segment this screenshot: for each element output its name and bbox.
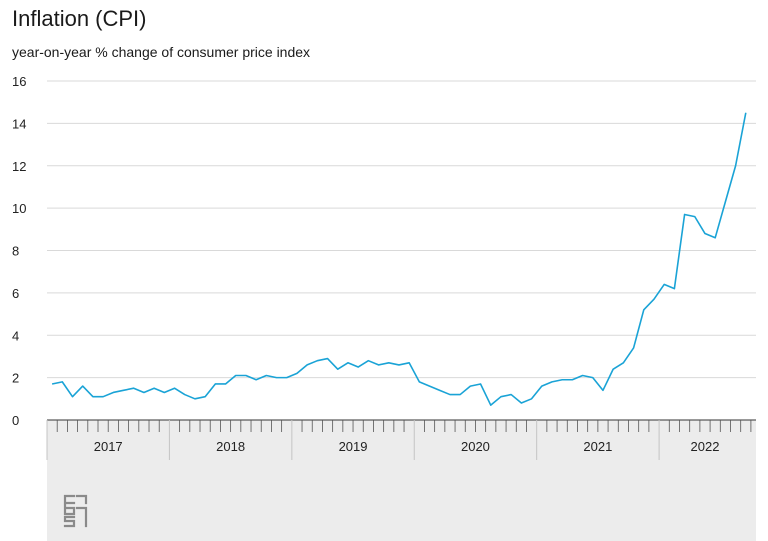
data-point [214,382,217,385]
data-point [499,395,502,398]
y-tick-label: 6 [12,286,19,301]
data-point [204,395,207,398]
data-point [346,361,349,364]
x-tick-label: 2020 [461,439,490,454]
data-point [581,374,584,377]
x-axis-band [47,420,756,541]
y-tick-label: 8 [12,244,19,259]
data-point [632,346,635,349]
data-point [183,393,186,396]
data-point [81,385,84,388]
x-tick-label: 2022 [691,439,720,454]
data-point [540,385,543,388]
data-point [601,389,604,392]
data-point [153,387,156,390]
data-point [714,236,717,239]
x-tick-label: 2021 [583,439,612,454]
data-point [357,365,360,368]
logo-stroke [75,494,88,528]
data-point [530,397,533,400]
grid-lines [47,80,756,379]
data-point [459,393,462,396]
logo-stroke [63,494,76,505]
data-point [387,361,390,364]
data-point [326,357,329,360]
x-tick-label: 2019 [339,439,368,454]
data-point [102,395,105,398]
data-point [571,378,574,381]
data-point [724,200,727,203]
data-point [663,283,666,286]
data-point [61,380,64,383]
y-tick-label: 2 [12,371,19,386]
y-axis-ticks: 0 2 4 6 8 10 12 14 16 [12,74,26,428]
x-tick-label: 2017 [94,439,123,454]
data-point [744,111,747,114]
chart-subtitle: year-on-year % change of consumer price … [12,44,311,60]
y-tick-label: 10 [12,201,26,216]
data-point [193,397,196,400]
data-point [418,380,421,383]
data-point [622,361,625,364]
data-point [693,215,696,218]
data-point [520,401,523,404]
data-point [275,376,278,379]
data-point [336,368,339,371]
data-point [255,378,258,381]
series-line [51,112,747,406]
y-tick-label: 14 [12,116,26,131]
logo-stroke [63,503,76,516]
x-axis: 2017 2018 2019 2020 2021 2022 [46,419,756,460]
data-point [734,164,737,167]
data-point [673,287,676,290]
data-point [591,376,594,379]
logo-stroke [63,515,76,528]
data-point [122,389,125,392]
data-point [132,387,135,390]
chart-title: Inflation (CPI) [12,6,147,31]
data-point [642,308,645,311]
data-point [51,382,54,385]
data-point [265,374,268,377]
data-point [469,385,472,388]
data-point [683,213,686,216]
data-point [489,404,492,407]
data-point [703,232,706,235]
data-point [448,393,451,396]
data-point [428,385,431,388]
data-point [510,393,513,396]
data-point [224,382,227,385]
data-point [142,391,145,394]
data-point [408,361,411,364]
data-point [550,380,553,383]
data-point [71,395,74,398]
data-point [377,363,380,366]
data-point [397,363,400,366]
data-point [316,359,319,362]
data-point [163,391,166,394]
data-point [367,359,370,362]
data-point [285,376,288,379]
data-point [652,298,655,301]
data-point [173,387,176,390]
data-point [561,378,564,381]
x-tick-label: 2018 [216,439,245,454]
data-point [244,374,247,377]
data-point [612,368,615,371]
data-points [51,111,748,407]
data-point [112,391,115,394]
data-point [91,395,94,398]
y-tick-label: 4 [12,328,19,343]
data-point [295,372,298,375]
y-tick-label: 12 [12,159,26,174]
y-tick-label: 0 [12,413,19,428]
y-tick-label: 16 [12,74,26,89]
data-point [438,389,441,392]
data-point [479,382,482,385]
cbs-logo [63,494,88,528]
data-point [234,374,237,377]
data-point [306,363,309,366]
